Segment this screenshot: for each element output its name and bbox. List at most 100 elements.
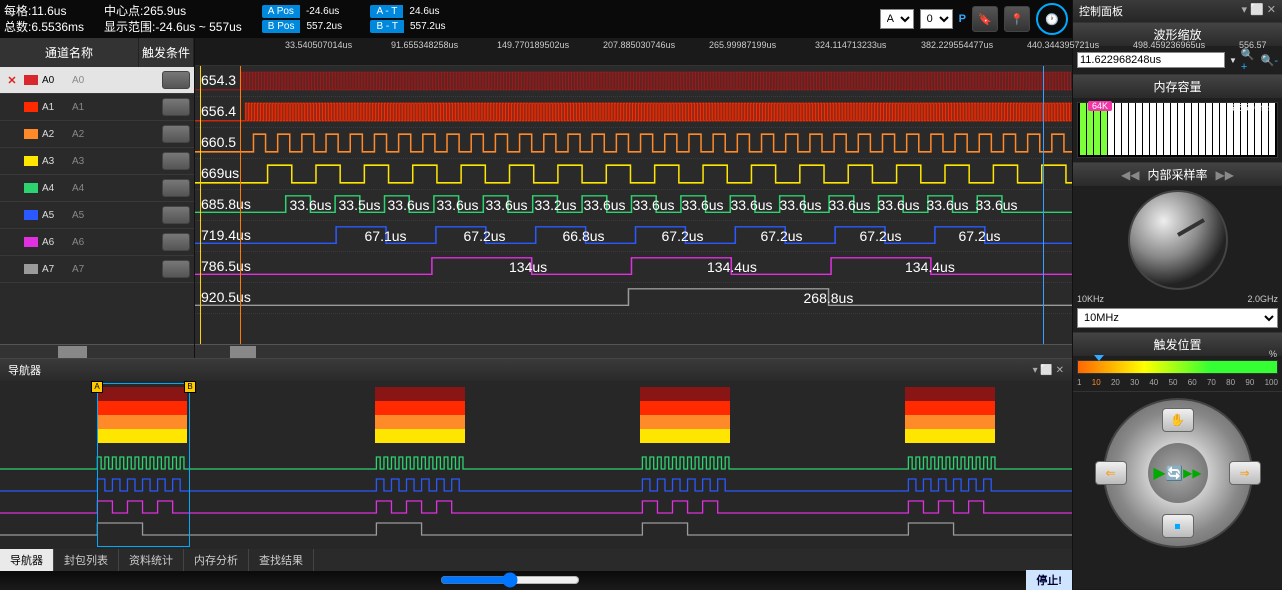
step-left-icon[interactable]: ⇐ <box>1095 461 1127 485</box>
fast-forward-icon[interactable]: ▶▶ <box>1183 466 1201 480</box>
mem-bar-segment <box>1143 103 1149 155</box>
wave-row-3[interactable]: 669us <box>195 159 1072 190</box>
at-label[interactable]: A - T <box>370 5 403 18</box>
ruler-tick: 33.540507014us <box>285 40 352 50</box>
channel-name: A2 <box>42 129 72 140</box>
channel-alias: A7 <box>72 264 162 275</box>
trigger-pointer-icon[interactable] <box>1094 355 1104 361</box>
wave-row-2[interactable]: 660.5 <box>195 128 1072 159</box>
wave-label: 654.3 <box>201 72 236 88</box>
channel-name: A0 <box>42 75 72 86</box>
chevron-right-icon[interactable]: ▶▶ <box>1216 168 1234 182</box>
channel-color-icon <box>24 237 38 247</box>
chevron-left-icon[interactable]: ◀◀ <box>1121 168 1139 182</box>
marker-flag-b-icon[interactable]: 📍 <box>1004 6 1030 32</box>
memory-title: 内存容量 <box>1073 75 1282 98</box>
nav-handle-b[interactable]: B <box>184 381 196 393</box>
rate-select[interactable]: 10MHz <box>1077 308 1278 328</box>
navigator-controls[interactable]: ▾ ⬜ ✕ <box>1033 365 1064 376</box>
cursor-select-0[interactable]: 0 <box>920 9 953 29</box>
ruler-tick: 440.344395721us <box>1027 40 1099 50</box>
topbar: 每格:11.6us 总数:6.5536ms 中心点:265.9us 显示范围:-… <box>0 0 1072 38</box>
wave-label: 719.4us <box>201 227 251 243</box>
segment-label: 33.6us <box>976 197 1018 213</box>
navigator-body[interactable]: AB <box>0 381 1072 549</box>
tab-1[interactable]: 封包列表 <box>54 549 119 571</box>
trigger-button[interactable] <box>162 233 190 251</box>
rate-dial[interactable] <box>1128 190 1228 290</box>
channel-alias: A3 <box>72 156 162 167</box>
wave-row-1[interactable]: 656.4 <box>195 97 1072 128</box>
apos-label[interactable]: A Pos <box>262 5 300 18</box>
trigger-tick: 60 <box>1188 378 1197 387</box>
channel-alias: A2 <box>72 129 162 140</box>
wave-row-4[interactable]: 685.8us33.6us33.5us33.6us33.6us33.6us33.… <box>195 190 1072 221</box>
waveform-area[interactable]: 33.540507014us91.655348258us149.77018950… <box>195 38 1072 358</box>
time-ruler[interactable]: 33.540507014us91.655348258us149.77018950… <box>195 38 1072 66</box>
progress-slider[interactable] <box>440 572 580 588</box>
channel-row-A3[interactable]: A3 A3 <box>0 148 194 175</box>
mem-bar-segment <box>1199 103 1205 155</box>
trigger-position-bar[interactable]: % <box>1077 360 1278 374</box>
tab-0[interactable]: 导航器 <box>0 549 54 571</box>
memory-bar[interactable]: 64K 6.5536ms <box>1077 102 1278 158</box>
bottom-tabs: 导航器封包列表资料统计内存分析查找结果 <box>0 549 1072 571</box>
channel-row-A4[interactable]: A4 A4 <box>0 175 194 202</box>
clock-icon[interactable]: 🕐 <box>1036 3 1068 35</box>
trigger-button[interactable] <box>162 98 190 116</box>
tab-2[interactable]: 资料统计 <box>119 549 184 571</box>
wave-row-0[interactable]: 654.3 <box>195 66 1072 97</box>
nav-handle-a[interactable]: A <box>91 381 103 393</box>
segment-label: 134us <box>509 259 547 275</box>
segment-label: 67.2us <box>662 228 704 244</box>
channel-row-A0[interactable]: ✕ A0 A0 <box>0 67 194 94</box>
trigger-pct: % <box>1269 349 1277 359</box>
channel-color-icon <box>24 75 38 85</box>
zoom-out-icon[interactable]: 🔍- <box>1261 50 1278 70</box>
trigger-button[interactable] <box>162 260 190 278</box>
trigger-button[interactable] <box>162 179 190 197</box>
marker-flag-a-icon[interactable]: 🔖 <box>972 6 998 32</box>
channel-alias: A1 <box>72 102 162 113</box>
trigger-button[interactable] <box>162 125 190 143</box>
segment-label: 33.6us <box>388 197 430 213</box>
channel-row-A6[interactable]: A6 A6 <box>0 229 194 256</box>
zoom-input[interactable] <box>1077 52 1225 68</box>
wave-row-7[interactable]: 920.5us268.8us <box>195 283 1072 314</box>
step-right-icon[interactable]: ⇒ <box>1229 461 1261 485</box>
pan-hand-icon[interactable]: ✋ <box>1162 408 1194 432</box>
nav-selection[interactable] <box>97 383 190 547</box>
nav-block <box>905 401 995 415</box>
marker-b[interactable] <box>1043 66 1044 344</box>
channel-hscroll[interactable] <box>0 344 194 358</box>
channel-row-A1[interactable]: A1 A1 <box>0 94 194 121</box>
tab-3[interactable]: 内存分析 <box>184 549 249 571</box>
wave-row-5[interactable]: 719.4us67.1us67.2us66.8us67.2us67.2us67.… <box>195 221 1072 252</box>
marker-t[interactable] <box>240 66 241 344</box>
bt-label[interactable]: B - T <box>370 20 403 33</box>
loop-icon[interactable]: 🔄 <box>1166 465 1183 482</box>
nav-block <box>375 429 465 443</box>
trigger-button[interactable] <box>162 152 190 170</box>
trigger-button[interactable] <box>162 71 190 89</box>
channel-row-A7[interactable]: A7 A7 <box>0 256 194 283</box>
stop-icon[interactable]: ⏹ <box>1162 514 1194 538</box>
wave-row-6[interactable]: 786.5us134us134.4us134.4us <box>195 252 1072 283</box>
delete-icon[interactable]: ✕ <box>4 74 20 87</box>
segment-label: 67.2us <box>959 228 1001 244</box>
channel-color-icon <box>24 129 38 139</box>
play-icon[interactable]: ▶ <box>1153 463 1165 483</box>
mem-bar-segment <box>1150 103 1156 155</box>
marker-a[interactable] <box>200 66 201 344</box>
wave-hscroll[interactable] <box>195 344 1072 358</box>
mem-bar-segment <box>1185 103 1191 155</box>
channel-row-A5[interactable]: A5 A5 <box>0 202 194 229</box>
trigger-tick: 10 <box>1092 378 1101 387</box>
channel-row-A2[interactable]: A2 A2 <box>0 121 194 148</box>
panel-controls[interactable]: ▾ ⬜ ✕ <box>1241 3 1276 19</box>
tab-4[interactable]: 查找结果 <box>249 549 314 571</box>
trigger-button[interactable] <box>162 206 190 224</box>
zoom-in-icon[interactable]: 🔍+ <box>1241 50 1257 70</box>
bpos-label[interactable]: B Pos <box>262 20 301 33</box>
cursor-select-a[interactable]: A <box>880 9 914 29</box>
